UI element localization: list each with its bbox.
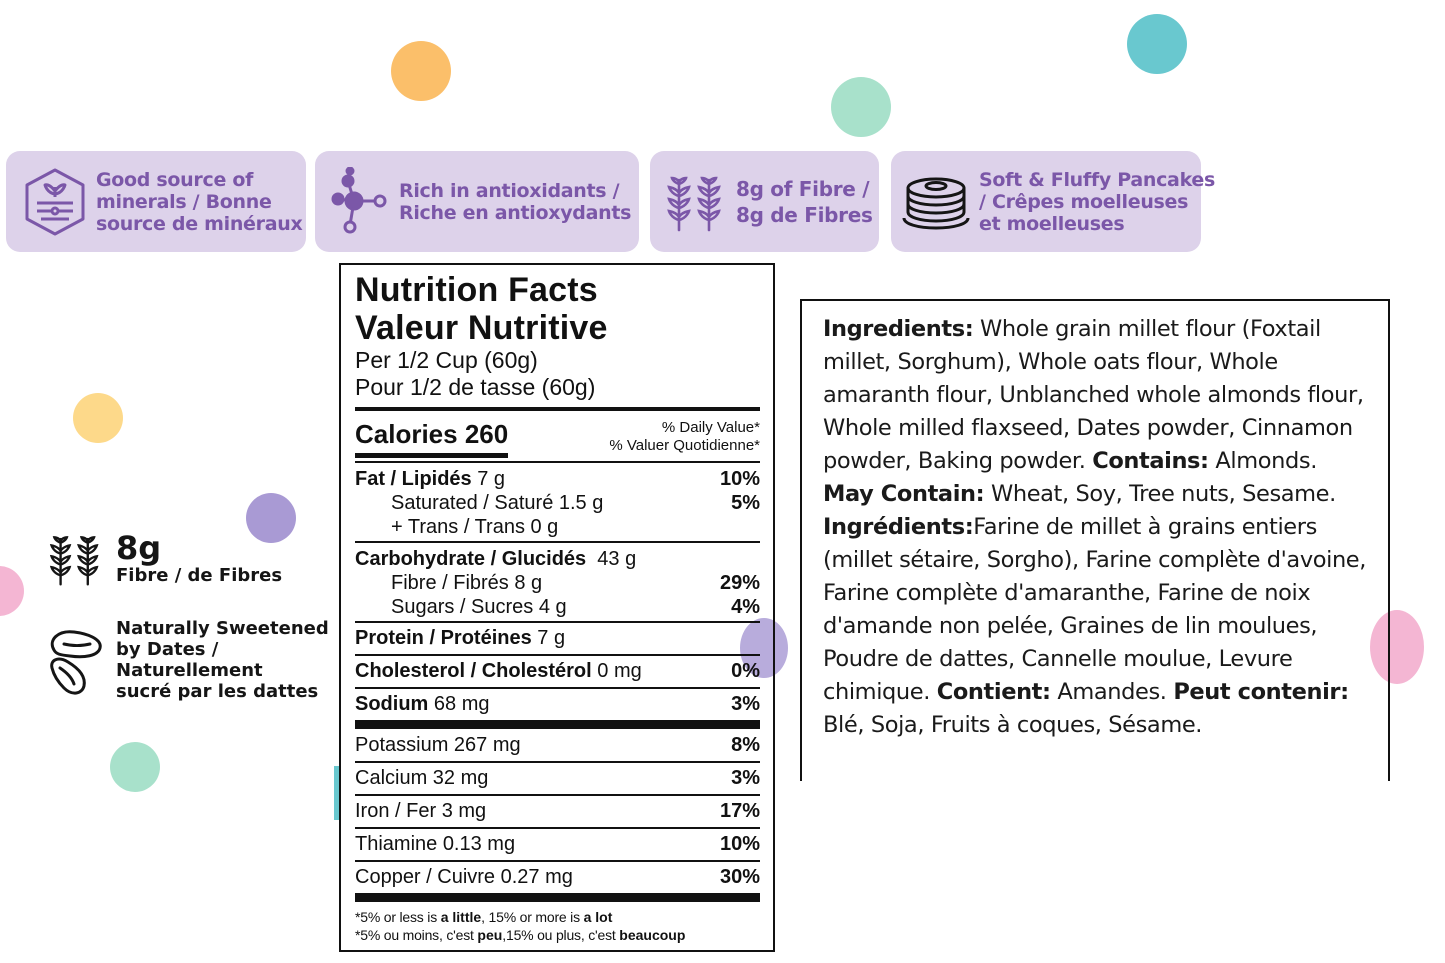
calories: Calories 260 [355,411,509,458]
footnote-fr: *5% ou moins, c'est peu,15% ou plus, c'e… [355,927,686,943]
decor-dot-mint [831,77,891,137]
trans-row: + Trans / Trans 0 g [391,516,559,538]
potassium-row: Potassium 267 mg 8% [355,733,760,756]
decor-dot-yellow [73,393,123,443]
nutrition-title-en: Nutrition Facts [355,271,598,309]
decor-dot-pink-left [0,566,24,616]
divider-heavy-bottom [355,893,760,902]
nutrition-title-fr: Valeur Nutritive [355,309,608,347]
wheat-icon [662,170,730,234]
feature-fibre-text: 8g Fibre / de Fibres [116,531,282,587]
decor-dot-mint-small [110,742,160,792]
decor-dot-purple-behind [740,618,788,678]
carb-group: Carbohydrate / Glucidés 43 g Fibre / Fib… [355,541,760,621]
footnote: *5% or less is a little, 15% or more is … [355,902,760,944]
wheat-icon [44,530,110,588]
nutrition-facts-panel: Nutrition Facts Valeur Nutritive Per 1/2… [339,263,775,952]
carb-row: Carbohydrate / Glucidés 43 g [355,548,637,570]
protein-row: Protein / Protéines 7 g [355,621,760,654]
serving-size-en: Per 1/2 Cup (60g) [355,347,538,373]
fibre-value: 8g [116,529,162,567]
sugars-row: Sugars / Sucres 4 g 4% [391,596,760,618]
badge-pancakes: Soft & Fluffy Pancakes / Crêpes moelleuse… [891,151,1215,252]
decor-dot-pink-right [1370,610,1424,684]
badge-fibre-text: 8g of Fibre /8g de Fibres [736,176,873,227]
badge-pancakes-text: Soft & Fluffy Pancakes / Crêpes moelleuse… [979,168,1216,235]
molecule-icon [325,166,391,237]
copper-row: Copper / Cuivre 0.27 mg 30% [355,860,760,893]
sodium-row: Sodium 68 mg 3% [355,687,760,720]
feature-fibre: 8g Fibre / de Fibres [44,530,282,588]
daily-value-header: % Daily Value* % Valuer Quotidienne* [609,419,760,454]
cholesterol-row: Cholesterol / Cholestérol 0 mg 0% [355,654,760,687]
pancake-stack-icon [901,174,971,230]
badge-antioxidants-text: Rich in antioxidants / Riche en antioxyda… [399,179,632,224]
badge-fibre: 8g of Fibre /8g de Fibres [650,151,879,252]
serving-size-fr: Pour 1/2 de tasse (60g) [355,374,596,400]
footnote-en: *5% or less is a little, 15% or more is … [355,909,613,925]
feature-dates: Naturally Sweetened by Dates / Naturelle… [44,618,329,702]
ingredients-fr: Ingrédients:Farine de millet à grains en… [823,514,1367,738]
dates-icon [44,622,110,698]
calcium-row: Calcium 32 mg 3% [355,761,760,794]
decor-dot-teal [1127,14,1187,74]
badge-antioxidants: Rich in antioxidants / Riche en antioxyda… [315,151,639,252]
badge-minerals-text: Good source of minerals / Bonne source de … [96,168,303,235]
decor-dot-orange [391,41,451,101]
mineral-hexagon-icon [22,167,88,237]
iron-row: Iron / Fer 3 mg 17% [355,794,760,827]
fibre-label: Fibre / de Fibres [116,565,283,586]
divider-heavy [355,720,760,729]
decor-bar-teal [334,766,339,820]
fat-group: Fat / Lipidés 7 g 10% Saturated / Saturé… [355,461,760,541]
fibre-row: Fibre / Fibrés 8 g 29% [391,572,760,594]
feature-dates-text: Naturally Sweetened by Dates / Naturelle… [116,618,329,702]
badge-minerals: Good source of minerals / Bonne source de … [6,151,306,252]
calories-row: Calories 260 % Daily Value* % Valuer Quo… [355,411,760,458]
ingredients-en: Ingredients: Whole grain millet flour (F… [823,316,1364,507]
fat-row: Fat / Lipidés 7 g 10% [355,468,760,490]
decor-dot-purple [246,493,296,543]
thiamine-row: Thiamine 0.13 mg 10% [355,827,760,860]
divider-thick [355,407,760,411]
saturated-row: Saturated / Saturé 1.5 g 5% [391,492,760,514]
ingredients-panel: Ingredients: Whole grain millet flour (F… [800,299,1390,781]
